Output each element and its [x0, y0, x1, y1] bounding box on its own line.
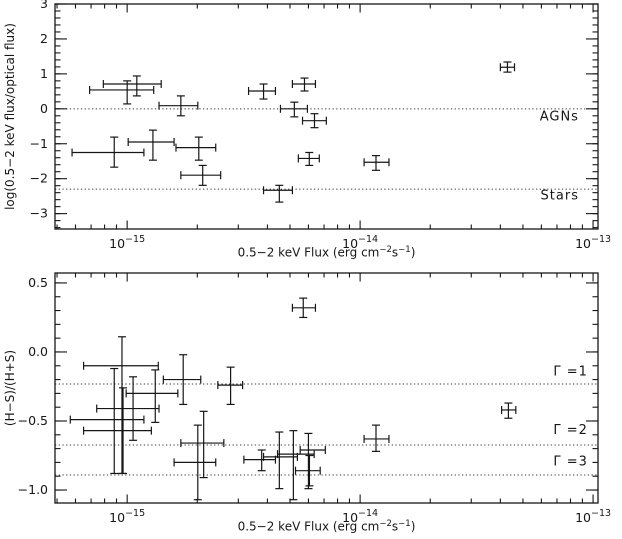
data-point-errorbar	[301, 113, 327, 129]
y-axis-title: (H−S)/(H+S)	[3, 350, 17, 426]
data-point-errorbar	[162, 354, 202, 406]
data-point-errorbar	[173, 424, 217, 501]
data-point-errorbar	[363, 155, 390, 171]
annotation-1: Γ =1	[553, 364, 588, 379]
data-point-errorbar	[262, 184, 293, 203]
x-tick-label: 10−13	[575, 508, 611, 525]
x-tick-label: 10−15	[109, 234, 145, 251]
y-tick-label: 2	[40, 31, 48, 46]
x-tick-label: 10−14	[342, 508, 378, 525]
data-point-errorbar	[291, 77, 317, 92]
panel-top: 10−15 10−14 10−13 −3 −2 −1 0 1 2 3 AGNs Stars 0.5−2 …	[3, 0, 611, 260]
data-point-errorbar	[180, 164, 222, 186]
data-point-errorbar	[297, 151, 320, 167]
data-point-errorbar	[96, 376, 160, 441]
annotation-agns: AGNs	[540, 110, 579, 125]
data-point-errorbar	[294, 454, 321, 487]
data-point-errorbar	[175, 136, 217, 161]
y-tick-label: −0.5	[18, 413, 48, 428]
x-axis-title: 0.5−2 keV Flux (erg cm−2s−1)	[238, 519, 416, 534]
data-point-errorbar	[158, 95, 199, 117]
data-point-errorbar	[217, 366, 244, 406]
y-tick-label: 0.5	[28, 275, 48, 290]
data-point-errorbar	[102, 75, 162, 97]
y-tick-label: 0.0	[28, 344, 48, 359]
y-tick-label: −1	[30, 136, 48, 151]
data-point-errorbar	[247, 83, 277, 100]
panel-bottom: 10−15 10−14 10−13 −1.0 −0.5 0.0 0.5 Γ =1 Γ =2 Γ =…	[3, 272, 611, 534]
data-point-errorbar	[279, 101, 309, 118]
x-tick-label: 10−13	[575, 234, 611, 251]
y-axis-title: log(0.5−2 keV flux/optical flux)	[3, 23, 17, 210]
data-point-errorbar	[82, 336, 159, 475]
data-point-errorbar	[127, 129, 175, 161]
data-point-errorbar	[243, 449, 277, 472]
plot-border	[54, 272, 599, 504]
x-tick-label: 10−15	[109, 508, 145, 525]
data-point-errorbar	[291, 297, 317, 319]
x-tick-label: 10−14	[342, 234, 378, 251]
annotation-2: Γ =2	[553, 423, 588, 438]
plot-border	[54, 3, 599, 230]
data-point-errorbar	[125, 369, 179, 423]
y-tick-label: −3	[30, 206, 48, 221]
data-point-errorbar	[499, 61, 516, 73]
y-tick-label: −2	[30, 171, 48, 186]
y-tick-label: 0	[40, 101, 48, 116]
data-point-errorbar	[501, 402, 517, 419]
annotation-stars: Stars	[541, 188, 579, 203]
data-point-errorbar	[71, 136, 145, 168]
data-point-errorbar	[69, 367, 145, 475]
y-tick-label: 3	[40, 0, 48, 11]
y-tick-label: −1.0	[18, 482, 48, 497]
data-point-errorbar	[262, 431, 299, 490]
annotation-3: Γ =3	[553, 455, 588, 470]
data-point-errorbar	[299, 432, 326, 490]
data-point-errorbar	[89, 80, 155, 105]
y-tick-label: 1	[40, 66, 48, 81]
data-point-errorbar	[363, 424, 390, 452]
x-axis-title: 0.5−2 keV Flux (erg cm−2s−1)	[238, 245, 416, 260]
data-point-errorbar	[180, 410, 225, 479]
data-point-errorbar	[82, 387, 152, 475]
